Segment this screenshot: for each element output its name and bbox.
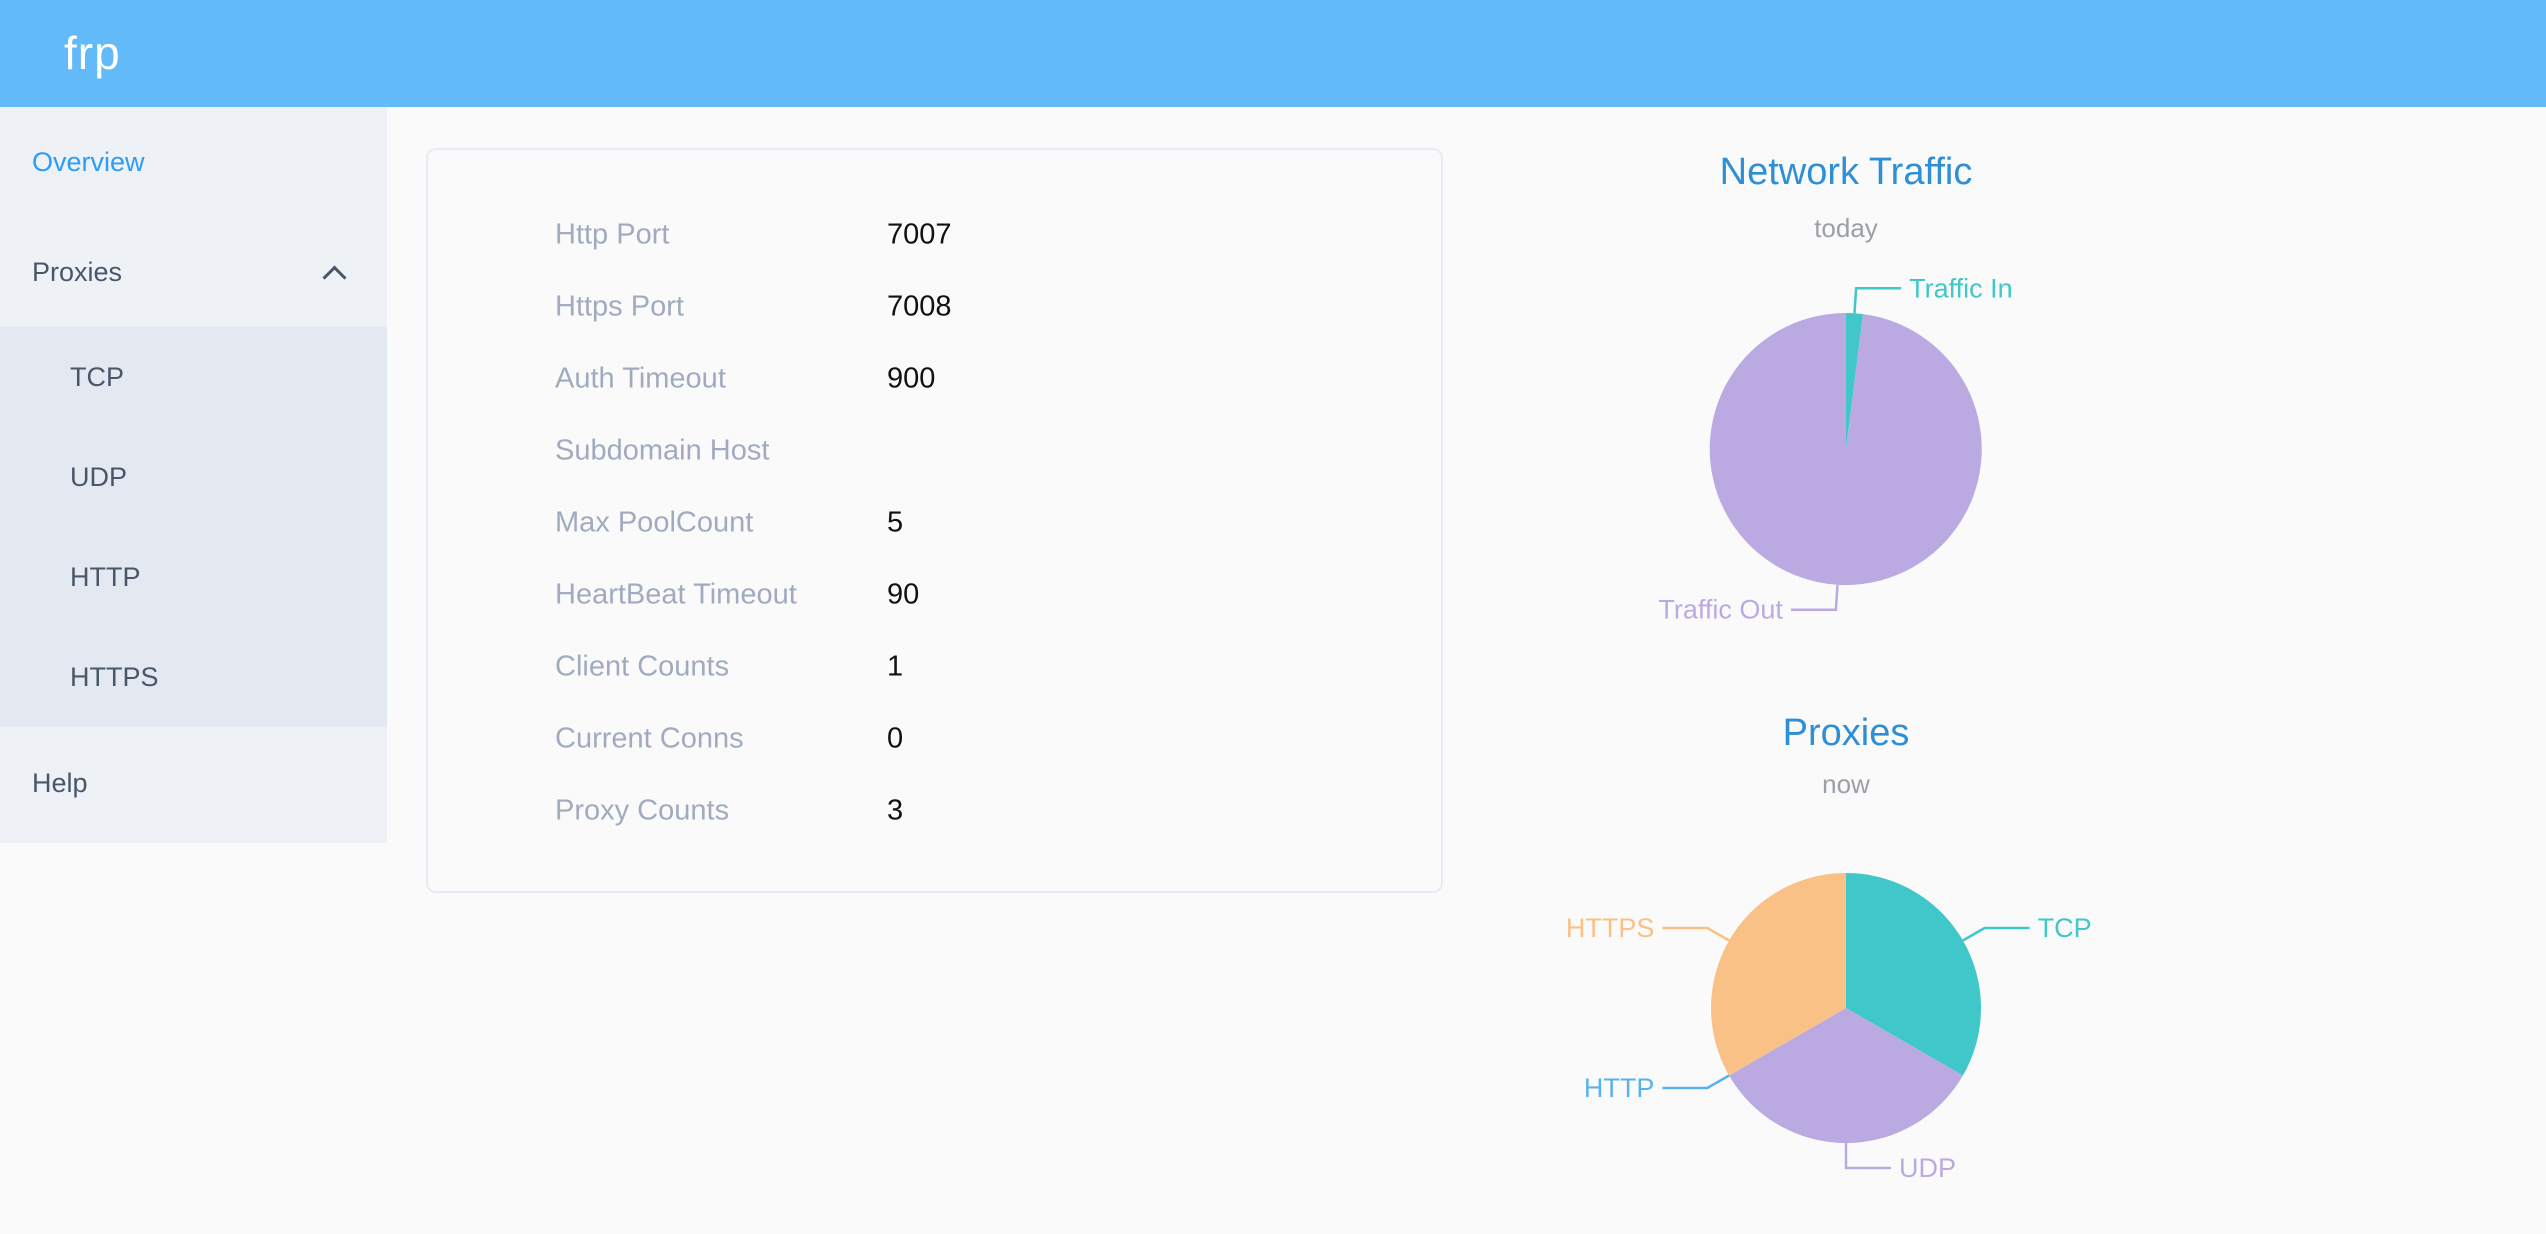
pie-label-tcp: TCP: [2038, 913, 2092, 943]
row-label: HeartBeat Timeout: [555, 578, 797, 611]
row-value: 0: [887, 722, 904, 755]
table-row: Proxy Counts 3: [428, 775, 1441, 847]
pie-slice-https[interactable]: [1711, 873, 1846, 1076]
sidebar-item-proxies-label: Proxies: [32, 257, 123, 287]
proxies-pie-chart[interactable]: TCP UDP HTTP HTTPS: [1500, 850, 2192, 1234]
server-config-panel: Http Port 7007 Https Port 7008 Auth Time…: [426, 148, 1443, 893]
proxies-submenu: TCP UDP HTTP HTTPS: [0, 327, 387, 727]
sidebar-item-overview-label: Overview: [32, 147, 145, 177]
pie-label-udp: UDP: [1899, 1153, 1956, 1183]
network-traffic-chart-title: Network Traffic: [1719, 151, 1973, 193]
sidebar-item-overview[interactable]: Overview: [0, 107, 387, 217]
proxies-chart-title: Proxies: [1782, 712, 1910, 754]
sidebar-item-http-label: HTTP: [70, 562, 141, 592]
pie-label-https: HTTPS: [1566, 913, 1655, 943]
row-label: Https Port: [555, 290, 684, 323]
pie-slice-traffic-in[interactable]: [1846, 313, 1863, 449]
pie-leader-line-traffic-out: [1790, 584, 1839, 611]
sidebar-item-http[interactable]: HTTP: [0, 527, 387, 627]
table-row: Https Port 7008: [428, 271, 1441, 343]
pie-slice-udp[interactable]: [1729, 1008, 1963, 1143]
pie-slice-tcp[interactable]: [1846, 873, 1981, 1076]
table-row: Subdomain Host: [428, 415, 1441, 487]
network-traffic-pie-chart[interactable]: Traffic In Traffic Out: [1500, 240, 2192, 660]
pie-leader-line-traffic-in: [1853, 287, 1902, 314]
pie-label-traffic-out: Traffic Out: [1658, 595, 1783, 625]
app-logo: frp: [64, 27, 121, 79]
row-label: Current Conns: [555, 722, 744, 755]
sidebar-item-help[interactable]: Help: [0, 727, 387, 840]
charts-column: Network Traffic today Traffic In Traffic …: [1500, 107, 2192, 1234]
pie-leader-line-https: [1662, 926, 1730, 942]
table-row: Http Port 7007: [428, 199, 1441, 271]
row-value: 7008: [887, 290, 952, 323]
pie-leader-line-udp: [1844, 1143, 1891, 1170]
pie-label-traffic-in: Traffic In: [1909, 273, 2013, 303]
pie-leader-line-tcp: [1962, 926, 2030, 942]
table-row: Auth Timeout 900: [428, 343, 1441, 415]
row-label: Auth Timeout: [555, 362, 726, 395]
row-value: 90: [887, 578, 920, 611]
row-label: Client Counts: [555, 650, 730, 683]
sidebar-item-https[interactable]: HTTPS: [0, 627, 387, 727]
table-row: Max PoolCount 5: [428, 487, 1441, 559]
row-label: Http Port: [555, 218, 670, 251]
row-label: Proxy Counts: [555, 794, 730, 827]
app-header: frp: [0, 0, 2546, 107]
sidebar-item-https-label: HTTPS: [70, 662, 159, 692]
row-label: Subdomain Host: [555, 434, 770, 467]
table-row: Current Conns 0: [428, 703, 1441, 775]
proxies-chart-subtitle: now: [1822, 769, 1870, 799]
sidebar-item-tcp-label: TCP: [70, 362, 124, 392]
sidebar-item-udp-label: UDP: [70, 462, 128, 492]
table-row: HeartBeat Timeout 90: [428, 559, 1441, 631]
chevron-up-icon: [322, 265, 347, 290]
sidebar: Overview Proxies TCP UDP HTTP HTTPS Help: [0, 107, 387, 843]
sidebar-item-tcp[interactable]: TCP: [0, 327, 387, 427]
row-label: Max PoolCount: [555, 506, 754, 539]
row-value: 900: [887, 362, 936, 395]
sidebar-item-udp[interactable]: UDP: [0, 427, 387, 527]
pie-slice-traffic-out[interactable]: [1709, 312, 1982, 585]
row-value: 7007: [887, 218, 952, 251]
server-config-rows: Http Port 7007 Https Port 7008 Auth Time…: [428, 150, 1441, 847]
row-value: 3: [887, 794, 904, 827]
table-row: Client Counts 1: [428, 631, 1441, 703]
row-value: 5: [887, 506, 904, 539]
network-traffic-chart-subtitle: today: [1814, 213, 1878, 243]
row-value: 1: [887, 650, 904, 683]
sidebar-item-help-label: Help: [32, 768, 88, 798]
pie-leader-line-http: [1662, 1074, 1730, 1090]
sidebar-item-proxies[interactable]: Proxies: [0, 217, 387, 327]
pie-label-http: HTTP: [1584, 1073, 1655, 1103]
